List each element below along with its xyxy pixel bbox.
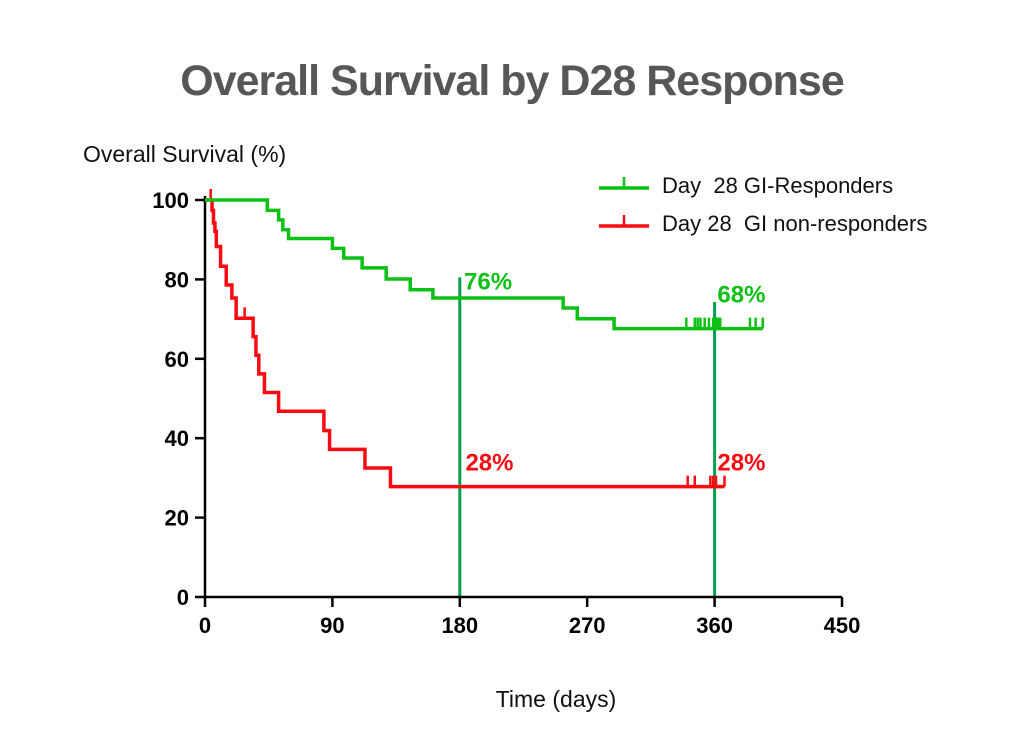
x-tick-label-360: 360 bbox=[696, 613, 733, 638]
survival-curve-responders bbox=[205, 198, 763, 331]
legend-item-responders: Day 28 GI-Responders bbox=[598, 173, 927, 199]
x-tick-label-90: 90 bbox=[320, 613, 344, 638]
y-tick-label-20: 20 bbox=[165, 506, 189, 531]
x-axis-title: Time (days) bbox=[495, 686, 617, 712]
responders-line-icon bbox=[599, 177, 649, 190]
annotation-76%-0: 76% bbox=[464, 268, 512, 295]
annotation-28%-3: 28% bbox=[717, 449, 765, 476]
y-tick-label-100: 100 bbox=[152, 188, 189, 213]
x-tick-label-270: 270 bbox=[569, 613, 606, 638]
legend-label-responders: Day 28 GI-Responders bbox=[662, 173, 894, 198]
survival-curve-non-responders bbox=[205, 198, 725, 489]
y-tick-label-80: 80 bbox=[165, 267, 189, 292]
annotation-68%-1: 68% bbox=[717, 281, 765, 308]
legend: Day 28 GI-Responders Day 28 GI non-respo… bbox=[598, 173, 927, 237]
non-responders-line-icon bbox=[599, 215, 649, 228]
y-tick-label-40: 40 bbox=[165, 426, 189, 451]
y-axis-title: Overall Survival (%) bbox=[83, 141, 287, 167]
legend-item-non-responders: Day 28 GI non-responders bbox=[598, 211, 927, 237]
y-tick-label-60: 60 bbox=[165, 347, 189, 372]
x-tick-label-450: 450 bbox=[824, 613, 861, 638]
page-title: Overall Survival by D28 Response bbox=[180, 56, 845, 105]
y-tick-label-0: 0 bbox=[177, 585, 189, 610]
x-tick-label-0: 0 bbox=[199, 613, 211, 638]
annotation-28%-2: 28% bbox=[465, 449, 513, 476]
legend-label-non-responders: Day 28 GI non-responders bbox=[662, 211, 928, 236]
x-tick-label-180: 180 bbox=[441, 613, 478, 638]
